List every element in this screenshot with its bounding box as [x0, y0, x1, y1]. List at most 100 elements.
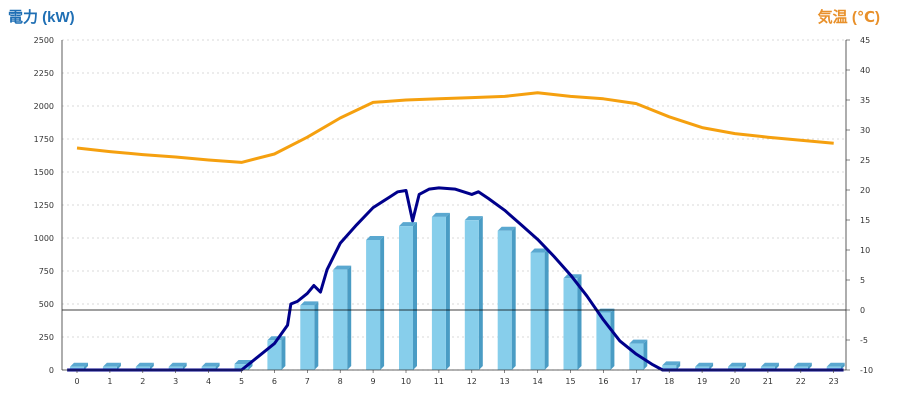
y-right-tick-label: -5 [860, 336, 868, 345]
y-left-tick-label: 500 [39, 300, 54, 309]
power-bar-side [84, 362, 88, 370]
power-bar [728, 362, 746, 370]
x-tick-label: 18 [664, 377, 674, 386]
power-bar-top [366, 235, 385, 240]
y-left-tick-label: 1750 [34, 135, 54, 144]
power-line [67, 186, 844, 372]
power-bar-face [102, 366, 117, 370]
y-right-tick-label: 25 [860, 156, 870, 165]
power-bar-face [563, 278, 578, 370]
power-bar-top [70, 362, 88, 367]
y-right-tick-label: 35 [860, 96, 870, 105]
right-axis-title: 気温 (℃) [817, 9, 880, 26]
x-tick-label: 9 [371, 377, 376, 386]
power-bar [300, 301, 319, 370]
power-bar-top [168, 362, 187, 367]
power-bar-top [695, 362, 714, 367]
x-tick-label: 5 [239, 377, 244, 386]
power-bar [70, 362, 88, 370]
power-bar-top [760, 362, 779, 367]
power-bar-side [314, 301, 319, 370]
x-tick-label: 15 [565, 377, 575, 386]
power-bar-side [413, 222, 417, 370]
power-bar-side [774, 362, 779, 370]
power-bar-face [497, 230, 512, 370]
power-bar [333, 265, 352, 370]
power-bar [366, 235, 385, 370]
power-bar-top [728, 362, 746, 367]
power-bar-side [478, 216, 483, 370]
power-bar [464, 216, 483, 370]
power-bar-side [281, 336, 286, 370]
power-bar-side [215, 362, 220, 370]
power-bar-face [695, 366, 710, 370]
power-bar [135, 362, 154, 370]
power-bar [826, 362, 845, 370]
power-bar [431, 212, 450, 370]
y-left-tick-label: 2500 [34, 36, 54, 45]
power-bar [760, 362, 779, 370]
y-right-tick-label: 20 [860, 186, 870, 195]
power-bar-side [544, 248, 549, 370]
power-bar-side [347, 265, 352, 370]
power-bar-top [300, 301, 319, 306]
power-bar [399, 222, 417, 370]
grid-lines [62, 39, 846, 371]
power-bar-face [530, 252, 545, 370]
axes [61, 39, 850, 373]
y-right-tick-label: 45 [860, 36, 870, 45]
y-right-tick-label: 40 [860, 66, 870, 75]
power-bar-face [662, 365, 677, 370]
power-bar-face [431, 216, 446, 370]
power-bar-side [149, 362, 154, 370]
power-bars [70, 212, 845, 370]
x-tick-label: 1 [107, 377, 112, 386]
power-bar-side [380, 235, 385, 370]
power-bar-side [577, 274, 582, 370]
power-bar-face [168, 366, 183, 370]
power-bar [201, 362, 220, 370]
power-bar-face [366, 239, 381, 370]
power-bar-side [742, 362, 746, 370]
power-bar [695, 362, 714, 370]
power-bar-face [135, 366, 150, 370]
x-tick-label: 3 [173, 377, 178, 386]
power-bar-top [497, 226, 516, 231]
power-bar-face [399, 226, 413, 370]
x-tick-label: 6 [272, 377, 277, 386]
power-bar-face [760, 366, 775, 370]
x-tick-label: 10 [401, 377, 411, 386]
power-bar-face [464, 220, 479, 370]
y-left-tick-label: 2250 [34, 69, 54, 78]
power-bar-face [70, 366, 84, 370]
power-bar-side [445, 212, 450, 370]
power-bar-top [431, 212, 450, 217]
series-lines [67, 91, 844, 372]
x-tick-label: 13 [500, 377, 510, 386]
x-tick-label: 11 [434, 377, 444, 386]
power-bar-top [596, 308, 615, 313]
power-bar-top [793, 362, 812, 367]
power-bar-side [840, 362, 845, 370]
left-axis-title: 電力 (kW) [8, 9, 75, 26]
power-bar-side [610, 308, 615, 370]
x-tick-label: 2 [140, 377, 145, 386]
power-bar-top [464, 216, 483, 221]
power-bar [530, 248, 549, 370]
y-left-tick-label: 1250 [34, 201, 54, 210]
x-tick-label: 17 [631, 377, 641, 386]
power-bar-side [182, 362, 187, 370]
power-bar-side [511, 226, 516, 370]
power-bar [102, 362, 121, 370]
y-left-tick-label: 250 [39, 333, 54, 342]
power-bar [168, 362, 187, 370]
x-tick-label: 0 [74, 377, 79, 386]
y-right-tick-label: 30 [860, 126, 870, 135]
power-bar-top [662, 361, 681, 366]
power-bar-face [793, 366, 808, 370]
y-left-tick-label: 1000 [34, 234, 54, 243]
power-bar [596, 308, 615, 370]
power-bar-side [807, 362, 812, 370]
y-left-tick-label: 0 [49, 366, 54, 375]
power-bar-face [234, 364, 249, 370]
